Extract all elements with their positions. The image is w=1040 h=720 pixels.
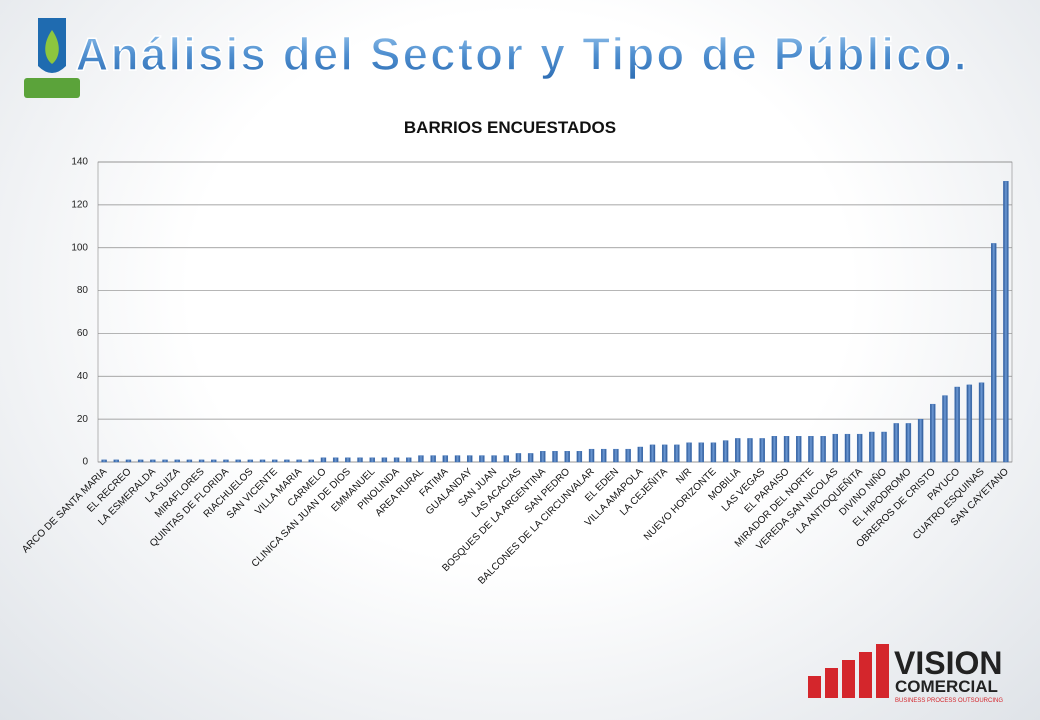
bar xyxy=(247,459,254,463)
plot-area xyxy=(97,161,1013,463)
bar xyxy=(613,448,619,463)
bar xyxy=(869,431,875,463)
bar xyxy=(808,436,814,463)
bar xyxy=(527,453,534,463)
bar xyxy=(966,384,973,463)
bar xyxy=(710,442,717,463)
bar xyxy=(442,455,449,463)
bar xyxy=(844,433,851,463)
bar xyxy=(393,457,400,463)
bar xyxy=(796,436,802,463)
bar xyxy=(137,459,144,463)
y-tick-label: 100 xyxy=(71,242,88,253)
bar xyxy=(454,455,461,463)
y-tick-label: 20 xyxy=(77,414,89,425)
bar xyxy=(1003,181,1009,463)
bar xyxy=(686,442,692,463)
bar xyxy=(491,455,497,463)
y-tick-label: 0 xyxy=(82,457,88,468)
y-tick-label: 40 xyxy=(77,371,89,382)
bar xyxy=(735,438,741,463)
bar xyxy=(381,457,388,463)
bar xyxy=(942,395,948,463)
bar xyxy=(698,442,704,463)
bar xyxy=(564,451,570,463)
bar xyxy=(332,457,339,463)
bar xyxy=(503,455,509,463)
bar xyxy=(759,438,765,463)
bar xyxy=(223,459,229,463)
bar xyxy=(954,386,960,463)
bar xyxy=(259,459,266,463)
slide-title: Análisis del Sector y Tipo de Público. xyxy=(75,28,968,80)
brand-name: VISION xyxy=(894,645,1002,681)
bar xyxy=(674,444,680,463)
y-tick-label: 120 xyxy=(71,199,88,210)
bar xyxy=(576,451,583,463)
bar xyxy=(893,423,899,463)
bar xyxy=(856,433,863,463)
bar xyxy=(235,459,241,463)
bar xyxy=(272,459,278,463)
brand-sub: COMERCIAL xyxy=(895,677,998,696)
bar xyxy=(369,457,375,463)
bar xyxy=(881,431,887,463)
bar xyxy=(308,459,314,463)
bar xyxy=(125,459,132,463)
bar xyxy=(625,448,631,463)
bar xyxy=(515,453,522,463)
bar xyxy=(978,382,985,463)
bar xyxy=(357,457,363,463)
bar xyxy=(101,459,107,463)
bar xyxy=(186,459,193,463)
chart-title: BARRIOS ENCUESTADOS xyxy=(404,118,616,137)
bar xyxy=(162,459,168,463)
bar xyxy=(832,433,838,463)
bar xyxy=(320,457,327,463)
bar xyxy=(418,455,424,463)
bar xyxy=(820,436,826,463)
y-tick-label: 60 xyxy=(77,328,89,339)
bar xyxy=(284,459,290,463)
bar xyxy=(771,436,778,463)
brand-tagline: BUSINESS PROCESS OUTSOURCING xyxy=(895,698,1003,704)
bar xyxy=(296,459,302,463)
bar xyxy=(722,440,729,463)
bar xyxy=(991,243,997,463)
bar xyxy=(637,446,644,463)
bar xyxy=(747,438,753,463)
brand-logo: VISION COMERCIAL BUSINESS PROCESS OUTSOU… xyxy=(808,644,1003,704)
bar xyxy=(406,457,412,463)
bar xyxy=(905,423,912,463)
bar xyxy=(150,459,156,463)
bar xyxy=(552,451,558,463)
bar xyxy=(211,459,217,463)
bar xyxy=(479,455,485,463)
bar xyxy=(601,448,607,463)
bar xyxy=(661,444,668,463)
bar xyxy=(174,459,180,463)
bar xyxy=(917,418,924,463)
y-tick-label: 140 xyxy=(71,157,88,168)
bar xyxy=(588,448,595,463)
bar xyxy=(783,436,790,463)
bar xyxy=(540,451,546,463)
y-tick-label: 80 xyxy=(77,285,89,296)
x-tick-label: N/R xyxy=(674,466,694,486)
bar xyxy=(930,403,936,463)
bar xyxy=(198,459,205,463)
bar xyxy=(466,455,473,463)
left-logo xyxy=(24,18,80,98)
bar xyxy=(345,457,351,463)
bar xyxy=(649,444,656,463)
bar xyxy=(430,455,436,463)
bar xyxy=(113,459,119,463)
